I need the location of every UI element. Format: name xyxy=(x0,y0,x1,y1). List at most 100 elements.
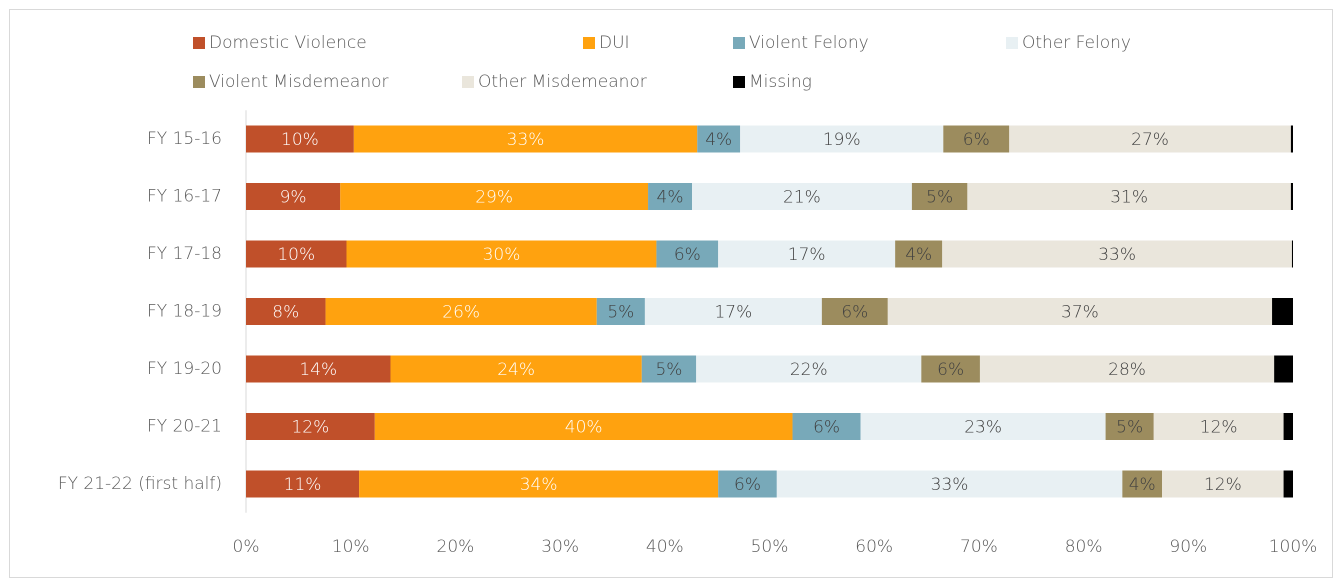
bar-segment xyxy=(641,355,697,383)
data-label: 6% xyxy=(734,475,761,495)
bar-segment xyxy=(967,183,1291,210)
bar-segment xyxy=(1272,298,1293,325)
legend-label: Other Misdemeanor xyxy=(478,72,647,92)
x-tick-label: 50% xyxy=(751,537,789,557)
bar-segment xyxy=(776,470,1123,498)
data-label: 6% xyxy=(813,418,840,438)
bar-segment xyxy=(696,355,922,383)
data-label: 27% xyxy=(1131,130,1169,150)
data-label: 12% xyxy=(291,418,329,438)
data-label: 4% xyxy=(905,245,932,265)
data-label: 26% xyxy=(442,303,480,323)
data-label: 9% xyxy=(280,188,307,208)
x-tick-label: 100% xyxy=(1269,537,1318,557)
legend-swatch xyxy=(462,76,474,88)
data-label: 12% xyxy=(1204,475,1242,495)
data-label: 33% xyxy=(1098,245,1136,265)
bar-segment xyxy=(340,183,649,210)
bar-segment xyxy=(246,183,341,210)
bar-segment xyxy=(921,355,980,383)
legend-swatch xyxy=(733,76,745,88)
data-label: 14% xyxy=(299,360,337,380)
data-label: 37% xyxy=(1061,303,1099,323)
bar-segment xyxy=(1291,240,1293,268)
data-label: 40% xyxy=(565,418,603,438)
bar-segment xyxy=(887,298,1273,325)
data-label: 4% xyxy=(657,188,684,208)
bar-segment xyxy=(1009,125,1291,153)
bar-segment xyxy=(390,355,642,383)
data-label: 34% xyxy=(520,475,558,495)
bar-segment xyxy=(718,240,896,268)
data-label: 33% xyxy=(507,130,545,150)
bar-segment xyxy=(1162,470,1284,498)
x-tick-label: 90% xyxy=(1169,537,1207,557)
y-tick-label: FY 20-21 xyxy=(147,417,222,437)
bar-segment xyxy=(325,298,597,325)
data-label: 28% xyxy=(1108,360,1146,380)
data-label: 5% xyxy=(926,188,953,208)
legend-label: Domestic Violence xyxy=(209,33,367,53)
data-label: 29% xyxy=(475,188,513,208)
data-label: 6% xyxy=(674,245,701,265)
bar-segment xyxy=(942,240,1292,268)
bar-segment xyxy=(246,298,326,325)
bar-segment xyxy=(246,355,391,383)
bar-segment xyxy=(979,355,1275,383)
bar-segment xyxy=(353,125,698,153)
bar-segment xyxy=(374,413,793,440)
bar-segment xyxy=(246,125,354,153)
legend-label: Violent Felony xyxy=(749,33,869,53)
bar-segment xyxy=(246,413,375,440)
bar-segment xyxy=(1105,413,1154,440)
data-label: 6% xyxy=(841,303,868,323)
bar-segment xyxy=(740,125,944,153)
bar-segment xyxy=(821,298,888,325)
bar-segment xyxy=(1122,470,1163,498)
y-tick-label: FY 16-17 xyxy=(147,187,222,207)
x-tick-label: 40% xyxy=(646,537,684,557)
legend-swatch xyxy=(733,37,745,49)
bar-segment xyxy=(1283,470,1293,498)
legend-swatch xyxy=(583,37,595,49)
bar-segment xyxy=(1153,413,1284,440)
y-tick-label: FY 18-19 xyxy=(147,302,222,322)
y-tick-label: FY 21-22 (first half) xyxy=(58,474,222,494)
bar-segment xyxy=(1290,183,1293,210)
legend-label: Violent Misdemeanor xyxy=(209,72,389,92)
x-tick-label: 60% xyxy=(855,537,893,557)
data-label: 6% xyxy=(963,130,990,150)
data-label: 5% xyxy=(607,303,634,323)
legend-swatch xyxy=(193,37,205,49)
bar-segment xyxy=(943,125,1010,153)
data-label: 23% xyxy=(964,418,1002,438)
data-label: 4% xyxy=(1129,475,1156,495)
legend-label: Missing xyxy=(749,72,812,92)
x-tick-label: 30% xyxy=(541,537,579,557)
data-label: 5% xyxy=(1116,418,1143,438)
bar-segment xyxy=(346,240,657,268)
data-label: 10% xyxy=(277,245,315,265)
bar-segment xyxy=(246,470,360,498)
legend-swatch xyxy=(1006,37,1018,49)
bar-segment xyxy=(697,125,741,153)
bar-segment xyxy=(792,413,861,440)
bar-segment xyxy=(1290,125,1293,153)
data-label: 19% xyxy=(823,130,861,150)
bar-segment xyxy=(596,298,645,325)
data-label: 8% xyxy=(272,303,299,323)
bar-segment xyxy=(359,470,719,498)
data-label: 22% xyxy=(790,360,828,380)
x-tick-label: 70% xyxy=(960,537,998,557)
data-label: 21% xyxy=(783,188,821,208)
bar-segment xyxy=(692,183,912,210)
data-label: 4% xyxy=(705,130,732,150)
y-tick-label: FY 15-16 xyxy=(147,129,222,149)
bar-segment xyxy=(644,298,822,325)
bar-segment xyxy=(656,240,719,268)
x-tick-label: 0% xyxy=(233,537,260,557)
x-tick-label: 80% xyxy=(1065,537,1103,557)
x-tick-label: 20% xyxy=(437,537,475,557)
legend-label: Other Felony xyxy=(1022,33,1131,53)
